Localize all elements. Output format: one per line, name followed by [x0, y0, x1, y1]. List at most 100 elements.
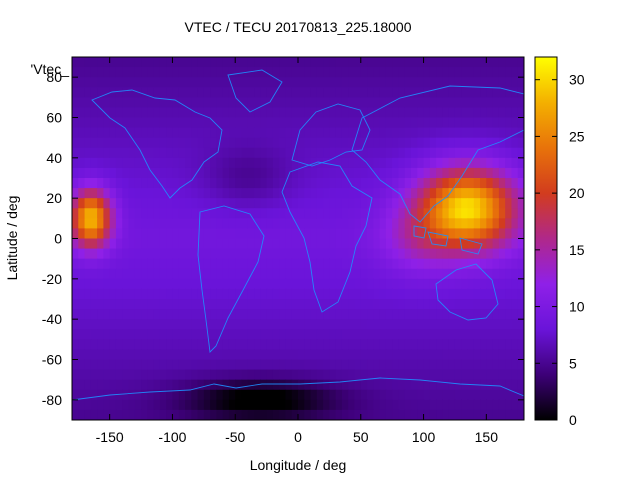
heatmap-cell [323, 127, 330, 139]
heatmap-cell [134, 319, 142, 330]
heatmap-cell [178, 167, 186, 179]
heatmap-cell [480, 359, 487, 371]
heatmap-cell [285, 248, 293, 260]
heatmap-cell [72, 278, 79, 290]
heatmap-cell [266, 208, 274, 219]
heatmap-cell [461, 288, 469, 300]
heatmap-cell [461, 67, 469, 78]
heatmap-cell [235, 288, 243, 300]
heatmap-cell [411, 107, 418, 119]
heatmap-cell [291, 167, 299, 179]
heatmap-cell [260, 339, 268, 351]
heatmap-cell [109, 218, 117, 230]
heatmap-cell [153, 167, 161, 179]
heatmap-cell [109, 107, 117, 119]
heatmap-cell [103, 117, 111, 129]
heatmap-cell [109, 319, 117, 330]
heatmap-cell [84, 329, 92, 340]
heatmap-cell [492, 258, 500, 270]
heatmap-cell [166, 379, 174, 391]
heatmap-cell [329, 399, 337, 411]
heatmap-cell [398, 238, 406, 250]
heatmap-cell [467, 238, 475, 250]
heatmap-cell [398, 77, 406, 88]
heatmap-cell [166, 258, 174, 270]
heatmap-cell [254, 369, 261, 381]
heatmap-cell [228, 359, 236, 371]
heatmap-cell [454, 278, 462, 290]
heatmap-cell [310, 268, 318, 280]
heatmap-cell [467, 228, 475, 240]
heatmap-cell [134, 178, 142, 189]
heatmap-cell [260, 359, 268, 371]
heatmap-cell [197, 409, 205, 420]
heatmap-cell [166, 107, 174, 119]
heatmap-cell [122, 409, 130, 420]
heatmap-cell [304, 77, 312, 88]
heatmap-cell [442, 329, 450, 340]
heatmap-cell [429, 198, 437, 209]
heatmap-cell [266, 167, 274, 179]
heatmap-cell [159, 178, 167, 189]
heatmap-cell [266, 147, 274, 159]
heatmap-cell [78, 238, 86, 250]
heatmap-cell [172, 299, 180, 310]
heatmap-cell [228, 178, 236, 189]
heatmap-cell [159, 369, 167, 381]
heatmap-cell [159, 228, 167, 240]
heatmap-cell [423, 228, 431, 240]
heatmap-cell [254, 359, 261, 371]
heatmap-cell [411, 409, 418, 420]
heatmap-cell [78, 127, 86, 139]
heatmap-cell [448, 238, 456, 250]
heatmap-cell [385, 107, 393, 119]
heatmap-cell [216, 167, 224, 179]
heatmap-cell [341, 57, 349, 68]
heatmap-cell [84, 77, 92, 88]
heatmap-cell [84, 258, 92, 270]
heatmap-cell [191, 57, 199, 68]
heatmap-cell [354, 208, 362, 219]
heatmap-cell [310, 57, 318, 68]
heatmap-cell [392, 117, 400, 129]
heatmap-cell [115, 359, 123, 371]
heatmap-cell [498, 228, 506, 240]
heatmap-cell [304, 167, 312, 179]
heatmap-cell [423, 87, 431, 98]
heatmap-cell [272, 208, 280, 219]
heatmap-cell [172, 228, 180, 240]
heatmap-cell [360, 218, 368, 230]
heatmap-cell [272, 359, 280, 371]
heatmap-cell [141, 57, 148, 68]
heatmap-cell [498, 178, 506, 189]
heatmap-cell [185, 268, 192, 280]
heatmap-cell [178, 127, 186, 139]
heatmap-cell [442, 258, 450, 270]
heatmap-cell [323, 107, 330, 119]
heatmap-cell [329, 299, 337, 310]
heatmap-cell [109, 127, 117, 139]
heatmap-cell [122, 97, 130, 109]
heatmap-cell [279, 409, 287, 420]
heatmap-cell [367, 389, 374, 401]
heatmap-cell [473, 107, 481, 119]
colorbar-tick-label: 25 [569, 128, 585, 144]
heatmap-cell [454, 147, 462, 159]
heatmap-cell [373, 137, 381, 149]
heatmap-cell [159, 309, 167, 320]
heatmap-cell [266, 228, 274, 240]
heatmap-cell [291, 77, 299, 88]
heatmap-cell [90, 268, 98, 280]
y-tick-label: -20 [42, 271, 62, 287]
heatmap-cell [398, 389, 406, 401]
heatmap-cell [72, 97, 79, 109]
heatmap-cell [511, 188, 519, 199]
heatmap-cell [134, 137, 142, 149]
heatmap-cell [423, 379, 431, 391]
heatmap-cell [260, 147, 268, 159]
heatmap-cell [335, 57, 343, 68]
heatmap-cell [367, 87, 374, 98]
heatmap-cell [191, 198, 199, 209]
heatmap-cell [260, 188, 268, 199]
